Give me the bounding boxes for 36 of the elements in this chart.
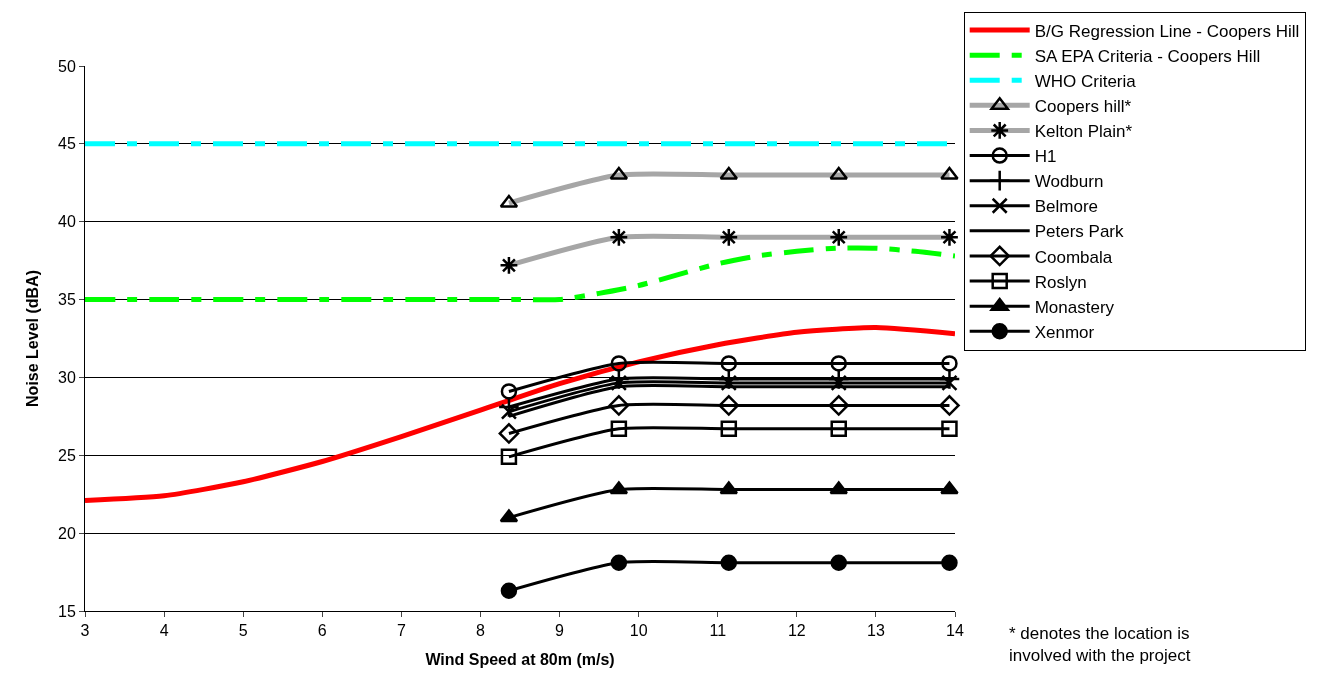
x-tick-label: 9 [555, 622, 565, 640]
y-tick-label: 25 [58, 446, 76, 464]
x-tick-label: 3 [80, 622, 90, 640]
y-tick-label: 50 [58, 57, 76, 75]
x-tick-label: 8 [476, 622, 485, 640]
x-tick-label: 10 [629, 622, 648, 640]
y-axis-title: Noise Level (dBA) [23, 270, 41, 407]
legend-label: B/G Regression Line - Coopers Hill [1034, 21, 1300, 41]
legend-label: Belmore [1034, 197, 1099, 217]
x-tick-label: 13 [867, 622, 885, 640]
y-tick-label: 20 [58, 524, 76, 542]
legend-label: Peters Park [1034, 222, 1125, 242]
x-tick-label: 4 [159, 622, 169, 640]
legend-label: H1 [1034, 147, 1057, 167]
legend-label: SA EPA Criteria - Coopers Hill [1034, 46, 1261, 66]
y-tick-label: 15 [58, 602, 76, 620]
legend-label: WHO Criteria [1034, 71, 1137, 91]
x-tick-label: 11 [709, 622, 727, 640]
legend-label: Roslyn [1034, 272, 1087, 292]
legend-label: Coombala [1034, 247, 1113, 267]
text: * denotes the location is involved with the project [1009, 624, 1191, 666]
x-tick-label: 12 [787, 622, 806, 640]
legend-label: Kelton Plain* [1034, 122, 1133, 142]
legend-label: Wodburn [1034, 172, 1104, 192]
y-tick-label: 30 [58, 369, 76, 387]
y-tick-label: 45 [58, 135, 76, 153]
x-tick-label: 6 [317, 622, 327, 640]
x-tick-label: 7 [396, 622, 406, 640]
legend-label: Xenmor [1034, 322, 1095, 342]
y-tick-label: 35 [58, 291, 76, 309]
x-axis-title: Wind Speed at 80m (m/s) [425, 650, 615, 668]
y-tick-label: 40 [58, 213, 76, 231]
legend-label: Monastery [1034, 297, 1115, 317]
x-tick-label: 5 [238, 622, 248, 640]
legend-label: Coopers hill* [1034, 96, 1132, 116]
x-tick-label: 14 [946, 622, 964, 640]
